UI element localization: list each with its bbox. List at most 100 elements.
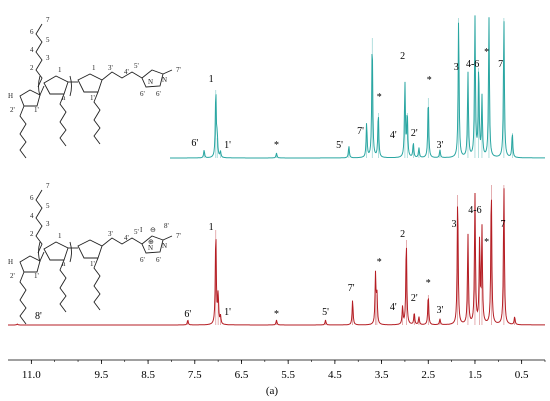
structure-atom-label: 6' [156, 90, 161, 98]
x-tick-label: 4.5 [328, 369, 342, 381]
peak-label: 7' [357, 126, 364, 137]
peak-label: 7 [500, 219, 505, 230]
x-tick-label: 2.5 [421, 369, 435, 381]
structure-atom-label: 1' [34, 106, 39, 114]
peak-label: 3 [454, 62, 459, 73]
structure-atom-label: 2 [30, 64, 34, 72]
x-tick-label: 11.0 [22, 369, 41, 381]
x-tick-label: 8.5 [141, 369, 155, 381]
spectrum-bottom [8, 185, 545, 326]
peak-label: 1 [209, 222, 214, 233]
peak-label: 5' [322, 307, 329, 318]
structure-atom-label: H [8, 258, 13, 266]
structure-atom-label: 3' [108, 64, 113, 72]
structure-atom-label: 1' [34, 272, 39, 280]
peak-label: 7' [348, 283, 355, 294]
peak-label: * [484, 237, 489, 248]
structure-atom-label: 1' [90, 94, 95, 102]
structure-atom-label: 7' [176, 232, 181, 240]
peak-label: * [484, 47, 489, 58]
x-tick-label: 5.5 [281, 369, 295, 381]
peak-label: 4' [390, 130, 397, 141]
x-tick-label: 6.5 [235, 369, 249, 381]
structure-atom-label: 6' [156, 256, 161, 264]
structure-atom-label: 3 [46, 54, 50, 62]
structure-atom-label: 6' [140, 90, 145, 98]
structure-atom-label: 7 [46, 16, 50, 24]
x-tick-label: 1.5 [468, 369, 482, 381]
peak-label: 2 [400, 51, 405, 62]
structure-atom-label: 1 [58, 232, 62, 240]
peak-labels-bottom: 8' 1 6' 1' * 5' 7' * 4' 2 2' * 3' 3 4-6 * 7 [35, 205, 506, 322]
structure-atom-label: N [162, 76, 167, 84]
structure-atom-label: H [8, 92, 13, 100]
spectrum-top [170, 15, 545, 159]
structure-atom-label: 3' [108, 230, 113, 238]
structure-atom-label: 5' [134, 62, 139, 70]
peak-label: 3' [437, 305, 444, 316]
peak-label: 2' [411, 128, 418, 139]
structure-atom-label: N [148, 78, 153, 86]
peak-label: 2 [400, 229, 405, 240]
structure-atom-label: 4' [124, 234, 129, 242]
peak-label: * [377, 92, 382, 103]
peak-label: * [426, 278, 431, 289]
peak-label: 1' [224, 307, 231, 318]
figure-label: (a) [266, 385, 279, 397]
structure-atom-label: 1' [90, 260, 95, 268]
structure-labels-bottom: 7 6 5 4 3 2 1 3' 4' 5' H 2' 1' n 1' 6' 6' 7' 8' N N I ⊖ ⊕ [8, 182, 181, 280]
structure-atom-label: n [62, 260, 66, 268]
structure-charge-label: ⊖ [150, 226, 156, 234]
peak-label: 4-6 [466, 59, 479, 70]
peak-label: 1 [209, 74, 214, 85]
structure-atom-label: 7' [176, 66, 181, 74]
peak-label: 6' [184, 309, 191, 320]
structure-atom-label: N [162, 242, 167, 250]
x-tick-label: 7.5 [188, 369, 202, 381]
structure-bottom [19, 189, 173, 325]
spectrum-trace [170, 15, 545, 159]
structure-atom-label: 8' [164, 222, 169, 230]
structure-atom-label: 4 [30, 212, 34, 220]
peak-label: * [274, 140, 279, 151]
structure-atom-label: I [140, 226, 143, 234]
spectrum-trace [8, 188, 545, 326]
structure-atom-label: 3 [46, 220, 50, 228]
x-axis-ticks: 11.0 9.5 8.5 7.5 6.5 5.5 4.5 3.5 2.5 1.5 0.5 [22, 360, 546, 381]
structure-top [19, 23, 173, 159]
peak-label: 3' [437, 140, 444, 151]
structure-atom-label: n [62, 94, 66, 102]
peak-label: 2' [411, 293, 418, 304]
peak-label: 5' [336, 140, 343, 151]
peak-labels-top: 1 6' 1' * 5' 7' * 4' 2 2' * 3' 3 4-6 * 7 [191, 47, 503, 151]
x-tick-label: 3.5 [375, 369, 389, 381]
x-tick-label: 9.5 [95, 369, 109, 381]
peak-label: 7 [498, 59, 503, 70]
peak-label: 6' [191, 138, 198, 149]
structure-atom-label: 2' [10, 272, 15, 280]
structure-atom-label: 2' [10, 106, 15, 114]
peak-label: * [377, 257, 382, 268]
peak-label: 4' [390, 302, 397, 313]
structure-atom-label: 6' [140, 256, 145, 264]
structure-labels-top: 7 6 5 4 3 2 1 3' 4' 5' H 2' 1' n 1' 6' 6' 7' N N 1 [8, 16, 181, 114]
structure-atom-label: 4' [124, 68, 129, 76]
peak-label: * [427, 75, 432, 86]
structure-atom-label: 5 [46, 202, 50, 210]
structure-atom-label: 7 [46, 182, 50, 190]
peak-label: 1' [224, 140, 231, 151]
structure-atom-label: 2 [30, 230, 34, 238]
structure-atom-label: 6 [30, 194, 34, 202]
peak-label: * [274, 309, 279, 320]
structure-atom-label: 1 [92, 64, 96, 72]
structure-atom-label: 5 [46, 36, 50, 44]
structure-atom-label: 5' [134, 228, 139, 236]
x-tick-label: 0.5 [515, 369, 529, 381]
structure-atom-label: 6 [30, 28, 34, 36]
structure-atom-label: 4 [30, 46, 34, 54]
peak-label: 4-6 [468, 205, 481, 216]
peak-label: 8' [35, 311, 42, 322]
peak-label: 3 [451, 219, 456, 230]
structure-atom-label: N [148, 244, 153, 252]
